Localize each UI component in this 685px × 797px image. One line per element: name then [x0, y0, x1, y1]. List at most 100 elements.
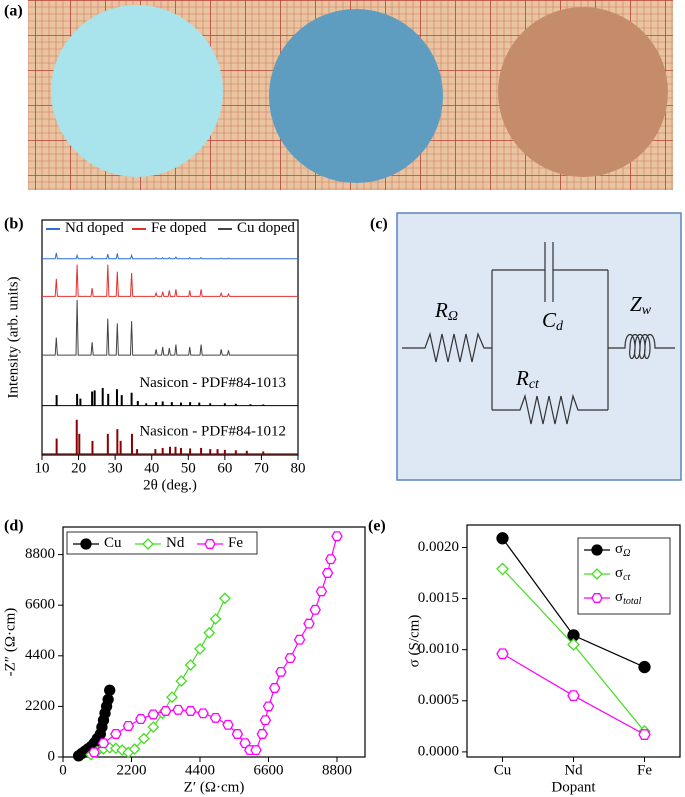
marker — [102, 693, 114, 706]
marker — [137, 732, 150, 745]
marker — [231, 729, 244, 739]
x-tick-label: 50 — [181, 460, 196, 476]
x-axis-label: 2θ (deg.) — [143, 477, 197, 493]
x-tick-label: 10 — [35, 460, 50, 476]
marker — [197, 708, 209, 719]
legend-name: σ — [615, 589, 623, 605]
marker — [104, 684, 116, 696]
marker — [250, 745, 262, 756]
marker — [122, 720, 135, 731]
legend-subscript: Ω — [623, 548, 630, 559]
legend-name: Fe doped — [151, 220, 207, 236]
y-tick-label: 0.0000 — [418, 743, 459, 759]
marker — [496, 562, 509, 576]
marker — [315, 586, 328, 597]
x-tick-label: 60 — [217, 460, 232, 476]
marker — [175, 675, 188, 688]
x-tick-label: 40 — [144, 460, 159, 476]
legend-name: Nd — [166, 535, 185, 551]
marker — [203, 626, 216, 639]
legend-label: Fe — [228, 535, 243, 551]
series-line — [42, 299, 298, 356]
legend-name: Nd doped — [65, 220, 124, 236]
legend-name: Cu doped — [237, 220, 295, 236]
marker — [222, 719, 234, 730]
panel-label: (e) — [368, 518, 386, 535]
y-tick-label: 0.0015 — [418, 590, 459, 606]
legend-label: σΩ — [615, 541, 630, 559]
marker — [147, 709, 160, 720]
marker — [262, 701, 275, 712]
resistor-r — [402, 331, 492, 363]
legend-name: Fe — [228, 535, 243, 551]
legend-label: Fe doped — [151, 220, 207, 236]
symbol: R — [434, 298, 448, 322]
subscript: d — [556, 319, 564, 334]
symbol: C — [542, 308, 557, 332]
marker — [325, 554, 337, 565]
symbol: R — [515, 366, 529, 390]
marker — [184, 706, 197, 716]
panel-label: (d) — [4, 518, 24, 535]
circuit-label: Zw — [630, 292, 652, 318]
marker — [591, 568, 603, 580]
x-axis-label: Z′ (Ω·cm) — [184, 779, 245, 795]
marker — [184, 659, 197, 671]
marker — [331, 531, 343, 542]
marker — [268, 683, 281, 693]
marker — [638, 729, 651, 740]
x-tick-label: 20 — [71, 460, 86, 476]
panel-label: (c) — [370, 216, 388, 233]
marker — [303, 618, 315, 629]
circuit — [396, 212, 682, 481]
subscript: Ω — [448, 309, 458, 324]
marker — [591, 593, 603, 603]
plot-frame — [62, 526, 366, 758]
y-tick-label: 8800 — [25, 546, 55, 562]
plot-frame — [41, 219, 299, 456]
x-tick-label: 6600 — [253, 762, 283, 778]
x-tick-label: Cu — [494, 762, 512, 778]
y-tick-label: 4400 — [25, 647, 55, 663]
disc-nd — [51, 5, 223, 177]
y-tick-label: 0.0020 — [418, 539, 459, 555]
subscript: w — [642, 303, 652, 318]
marker — [209, 712, 222, 723]
x-tick-label: 4400 — [185, 762, 215, 778]
x-axis-label: Dopant — [551, 779, 596, 795]
y-tick-label: 0.0005 — [418, 692, 459, 708]
x-tick-label: 0 — [59, 762, 67, 778]
marker — [194, 642, 206, 655]
disc-fe — [269, 9, 443, 183]
legend-name: σ — [615, 541, 623, 557]
legend-name: σ — [615, 565, 623, 581]
legend-label: Nd doped — [65, 220, 124, 236]
x-tick-label: 2200 — [116, 762, 146, 778]
marker — [496, 648, 509, 660]
x-tick-label: 30 — [108, 460, 123, 476]
marker — [128, 743, 141, 755]
reference-label: Nasicon - PDF#84-1013 — [139, 375, 286, 391]
marker — [88, 747, 100, 758]
legend-label: Cu — [104, 535, 122, 551]
y-tick-label: 2200 — [25, 698, 55, 714]
symbol: Z — [630, 292, 642, 316]
panel-label: (a) — [4, 3, 23, 20]
subscript: ct — [529, 377, 540, 392]
marker — [110, 729, 122, 739]
marker — [97, 738, 110, 749]
marker — [218, 592, 231, 605]
marker — [166, 691, 178, 704]
legend-label: Nd — [166, 535, 185, 551]
marker — [567, 638, 580, 652]
y-tick-label: 0 — [48, 748, 56, 764]
marker — [142, 538, 154, 550]
resistor-rct — [492, 393, 608, 425]
x-tick-label: Nd — [564, 762, 583, 778]
x-tick-label: Fe — [637, 762, 652, 778]
y-tick-label: 6600 — [25, 597, 55, 613]
circuit-label: Rct — [515, 366, 540, 392]
marker — [159, 706, 172, 716]
